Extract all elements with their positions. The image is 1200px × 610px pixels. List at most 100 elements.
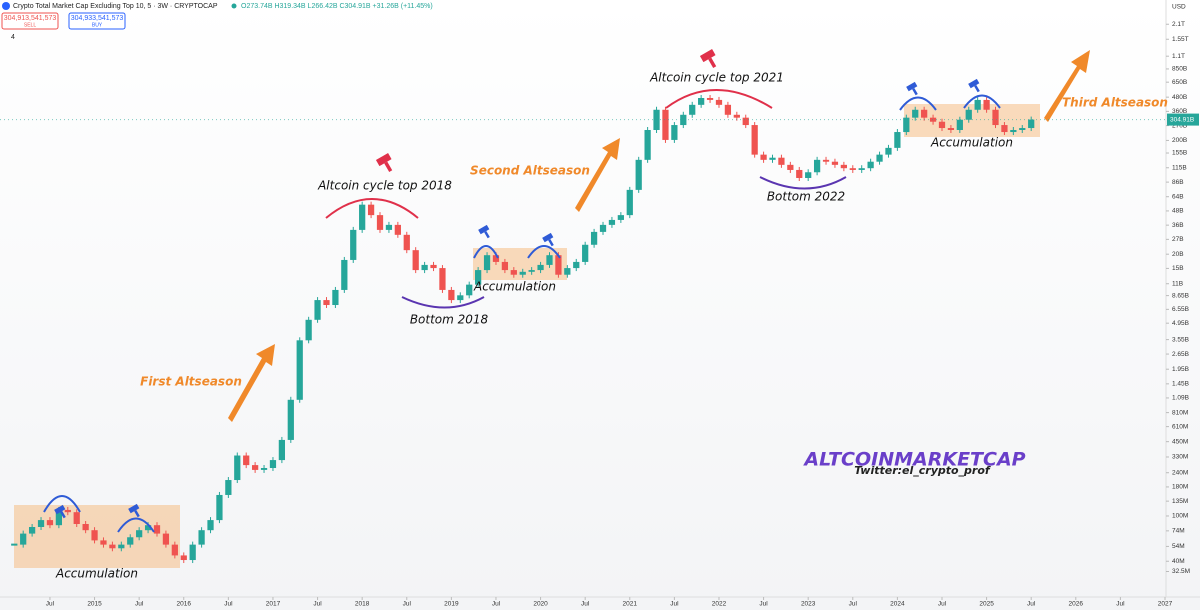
candle (162, 533, 170, 545)
candle (332, 289, 339, 306)
indicator-count[interactable]: 4 (11, 34, 15, 41)
x-tick-label: Jul (759, 601, 768, 608)
buy-button[interactable] (68, 12, 126, 30)
candle (448, 289, 455, 301)
candle (1019, 128, 1026, 130)
candle (965, 109, 972, 120)
candle (1028, 119, 1035, 129)
x-tick-label: Jul (1027, 601, 1036, 608)
y-tick-label: 27B (1172, 236, 1184, 243)
candle (956, 119, 963, 130)
candle (127, 537, 134, 545)
x-tick-label: Jul (313, 601, 322, 608)
candle (1010, 129, 1017, 133)
plot (11, 94, 1035, 564)
x-tick-label: 2026 (1069, 601, 1084, 608)
x-tick-label: 2021 (623, 601, 638, 608)
y-tick-label: 240M (1172, 469, 1188, 476)
candle (483, 255, 491, 271)
candle (269, 460, 277, 469)
y-tick-label: 810M (1172, 409, 1188, 416)
candle (974, 99, 981, 110)
arc (473, 245, 499, 259)
candle (796, 169, 803, 178)
candle (831, 161, 839, 165)
candle (492, 255, 500, 262)
candle (376, 215, 384, 230)
y-tick-label: 64B (1172, 193, 1184, 200)
candle (894, 132, 901, 148)
y-tick-label: 1.45B (1172, 381, 1189, 388)
y-tick-label: 1.09B (1172, 395, 1189, 402)
candle (73, 512, 80, 525)
x-tick-label: 2015 (87, 601, 102, 608)
candle (234, 455, 241, 481)
candle (37, 520, 45, 527)
x-tick-label: Jul (492, 601, 501, 608)
candle (626, 189, 633, 216)
y-tick-label: 270B (1172, 122, 1187, 129)
candle (55, 509, 62, 526)
y-tick-label: 2.65B (1172, 351, 1189, 358)
x-tick-label: Jul (224, 601, 233, 608)
y-tick-label: 6.55B (1172, 306, 1189, 313)
sell-button[interactable] (1, 12, 59, 30)
candle (144, 525, 152, 531)
candle (822, 159, 830, 162)
y-tick-label: 86B (1172, 179, 1184, 186)
y-tick-label: 135M (1172, 498, 1188, 505)
y-tick-label: 360B (1172, 108, 1187, 115)
candle (109, 544, 116, 549)
annotation: Accumulation (55, 567, 138, 581)
y-tick-label: 1.95B (1172, 366, 1189, 373)
ohlc: O273.74B H319.34B L266.42B C304.91B +31.… (241, 3, 433, 10)
candle (189, 544, 196, 561)
candle (706, 97, 714, 100)
candle (635, 159, 642, 190)
candle (885, 147, 892, 155)
y-tick-label: 200B (1172, 137, 1187, 144)
x-tick-label: 2017 (266, 601, 281, 608)
candle (153, 525, 161, 534)
y-tick-label: 450M (1172, 438, 1188, 445)
sell-label: SELL (24, 22, 36, 28)
arc (117, 517, 155, 533)
y-tick-label: 480B (1172, 94, 1187, 101)
arrow (1044, 50, 1090, 122)
annotation: First Altseason (140, 375, 242, 389)
last-price-box (1167, 113, 1199, 126)
candle (555, 255, 562, 275)
candle (858, 168, 865, 170)
candle (82, 524, 89, 531)
candle (769, 157, 776, 160)
y-tick-label: 180M (1172, 484, 1188, 491)
candle (840, 164, 847, 169)
y-tick-label: 15B (1172, 265, 1184, 272)
annotation: Accumulation (930, 136, 1013, 150)
candle (287, 399, 294, 440)
y-tick-label: 48B (1172, 208, 1184, 215)
y-tick-label: 850B (1172, 66, 1187, 73)
candle (849, 168, 856, 170)
hammer-icon (699, 49, 717, 69)
candle (225, 480, 232, 495)
candle (501, 261, 509, 271)
y-tick-label: 54M (1172, 543, 1185, 550)
candle (430, 264, 437, 269)
x-tick-label: Jul (135, 601, 144, 608)
x-tick-label: 2025 (979, 601, 994, 608)
candle (171, 544, 178, 556)
candle (100, 540, 107, 545)
candle (466, 284, 473, 296)
y-tick-label: 32.5M (1172, 568, 1190, 575)
arc (963, 94, 1001, 109)
y-tick-label: 1.55T (1172, 36, 1189, 43)
candle (403, 234, 410, 251)
candle (394, 224, 401, 235)
arrow (228, 344, 275, 422)
hammers (54, 49, 980, 519)
candle (537, 264, 544, 271)
candle (421, 264, 428, 271)
candle (439, 268, 446, 290)
arc (899, 96, 937, 111)
